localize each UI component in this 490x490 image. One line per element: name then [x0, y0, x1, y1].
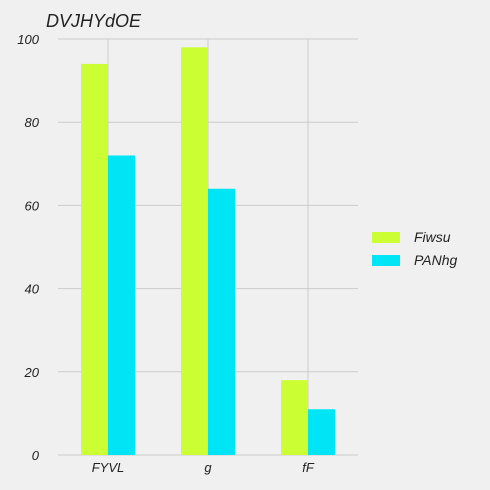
bar-panhg-fyvl — [108, 155, 135, 456]
bars — [81, 47, 335, 456]
x-tick-labels: FYVL g fF — [92, 460, 315, 475]
y-tick-label: 40 — [25, 282, 40, 297]
y-tick-labels: 0 20 40 60 80 100 — [17, 32, 39, 463]
y-tick-label: 80 — [25, 115, 40, 130]
legend-label: Fiwsu — [414, 229, 451, 245]
legend-item-panhg: PANhg — [372, 249, 457, 271]
legend-swatch — [372, 231, 400, 243]
legend-swatch — [372, 254, 400, 266]
legend-label: PANhg — [414, 252, 458, 268]
bar-fiwsu-fyvl — [81, 63, 108, 456]
legend: Fiwsu PANhg — [372, 226, 457, 272]
y-tick-label: 20 — [24, 365, 40, 380]
y-tick-label: 60 — [25, 198, 40, 213]
x-tick-label: g — [204, 460, 212, 475]
chart-title: DVJHYdOE — [46, 11, 142, 31]
x-tick-label: FYVL — [92, 460, 125, 475]
bar-panhg-ff — [308, 409, 335, 455]
x-tick-label: fF — [302, 460, 315, 475]
y-tick-label: 100 — [17, 32, 39, 47]
legend-item-fiwsu: Fiwsu — [372, 226, 457, 248]
y-tick-label: 0 — [32, 448, 40, 463]
bar-fiwsu-ff — [281, 380, 308, 455]
bar-fiwsu-g — [181, 47, 208, 455]
bar-panhg-g — [208, 188, 235, 455]
